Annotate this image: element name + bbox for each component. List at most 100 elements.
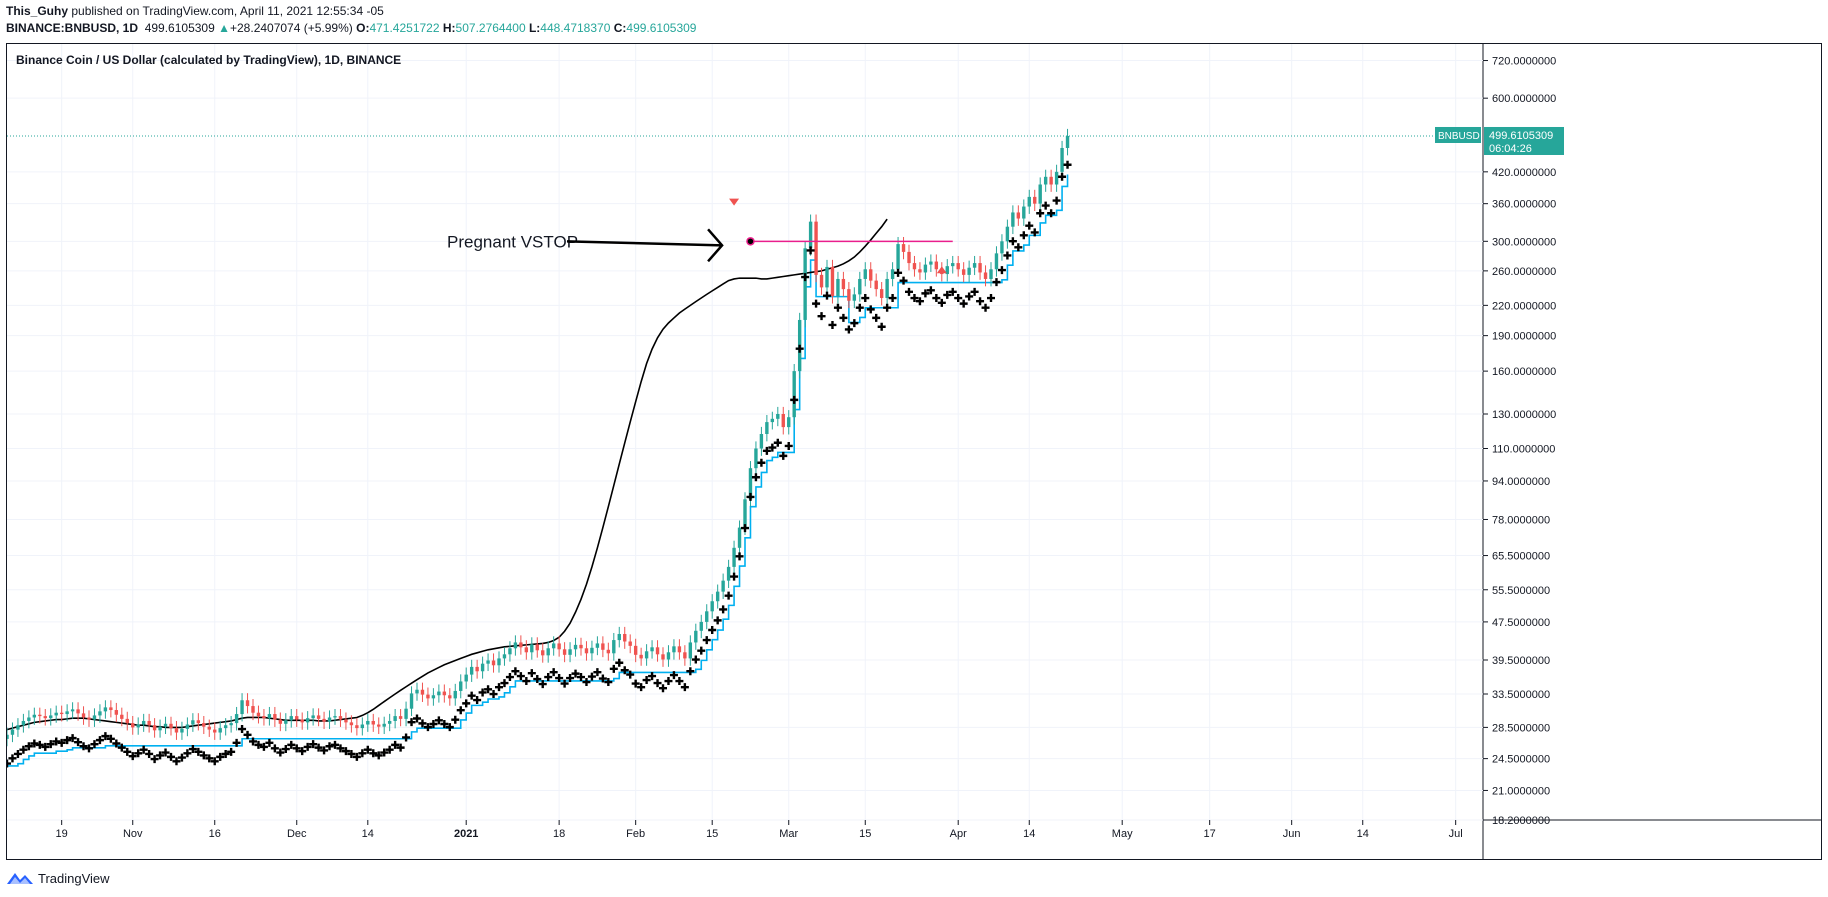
price-chart[interactable]: 720.0000000 600.0000000 420.0000000 360.000… [7, 44, 1821, 859]
stop-marker-cross [112, 739, 121, 748]
candle-body [174, 728, 179, 733]
publish-info: This_Guhy published on TradingView.com, … [6, 4, 384, 18]
stop-marker-cross [1058, 172, 1067, 181]
stop-marker-cross [495, 683, 503, 692]
stop-marker-cross [637, 683, 646, 692]
stop-marker-cross [407, 718, 416, 727]
candle-body [951, 263, 955, 267]
y-tick-label: 420.0000000 [1492, 167, 1556, 179]
candle-body [923, 264, 928, 273]
y-tick-label: 600.0000000 [1492, 93, 1556, 105]
candle-body [70, 709, 75, 712]
candle-body [765, 422, 769, 434]
candle-body [459, 681, 463, 691]
candle-body [628, 641, 632, 646]
candle-body [475, 666, 479, 672]
open-label: O: [356, 21, 370, 35]
x-tick-label: 19 [56, 828, 68, 840]
stop-marker-cross [861, 294, 870, 303]
candle-body [562, 649, 567, 655]
stop-marker-cross [145, 749, 154, 758]
stop-marker-cross [533, 675, 542, 684]
candle-body [377, 724, 381, 727]
stop-marker-cross [910, 294, 919, 303]
candle-body [147, 720, 151, 726]
candle-body [841, 278, 846, 290]
candle-body [568, 649, 572, 655]
candle-body [109, 707, 113, 711]
stop-marker-cross [784, 441, 793, 450]
candle-body [808, 221, 813, 249]
candle-body [344, 719, 348, 723]
stop-marker-cross [735, 552, 744, 561]
stop-marker-cross [598, 674, 607, 683]
candle-body [398, 716, 403, 719]
stop-marker-cross [79, 742, 88, 751]
stop-marker-cross [484, 685, 493, 694]
y-tick-label: 360.0000000 [1492, 199, 1556, 211]
stop-marker-cross [669, 671, 678, 680]
candle-body [114, 710, 119, 715]
stop-marker-cross [309, 740, 318, 749]
candle-body [311, 715, 315, 719]
stop-marker-cross [303, 742, 312, 751]
candle-body [748, 468, 753, 500]
x-tick-label: 14 [362, 828, 374, 840]
stop-marker-cross [13, 749, 22, 758]
candle-body [546, 648, 550, 656]
high-label: H: [442, 21, 456, 35]
stop-marker-cross [167, 752, 175, 761]
price-badge-countdown: 06:04:26 [1489, 143, 1532, 155]
candle-body [819, 274, 824, 288]
candle-body [305, 718, 310, 723]
stop-marker-cross [719, 605, 728, 614]
stop-marker-cross [828, 320, 837, 329]
candle-body [541, 650, 545, 656]
stop-marker-cross [74, 738, 83, 747]
stop-marker-cross [150, 755, 159, 764]
candle-body [213, 729, 217, 733]
stop-marker-cross [101, 732, 110, 741]
stop-marker-cross [894, 268, 903, 277]
stop-marker-cross [544, 673, 553, 682]
candle-body [759, 433, 764, 449]
stop-marker-cross [833, 303, 842, 312]
stop-marker-cross [511, 667, 520, 676]
x-tick-label: Jun [1283, 828, 1301, 840]
stop-marker-cross [806, 246, 815, 255]
author-name[interactable]: This_Guhy [6, 4, 69, 18]
stop-marker-cross [434, 716, 443, 725]
candle-body [191, 720, 195, 725]
candle-body [295, 716, 299, 720]
y-tick-label: 720.0000000 [1492, 56, 1556, 68]
stop-marker-cross [522, 677, 531, 686]
candle-body [180, 728, 184, 733]
candle-body [666, 652, 671, 660]
stop-marker-cross [391, 740, 400, 749]
stop-marker-cross [823, 291, 831, 300]
tradingview-logo-icon [7, 873, 33, 884]
stop-marker-cross [156, 751, 165, 760]
stop-marker-cross [680, 683, 689, 692]
candle-body [530, 644, 534, 653]
series-title: Binance Coin / US Dollar (calculated by … [16, 53, 402, 67]
stop-marker-cross [872, 313, 881, 322]
footer-brand[interactable]: TradingView [6, 870, 110, 886]
stop-marker-cross [604, 678, 613, 687]
chart-frame[interactable]: 720.0000000 600.0000000 420.0000000 360.000… [6, 43, 1822, 860]
candle-body [202, 723, 206, 727]
candle-body [141, 720, 146, 725]
candle-body [43, 716, 47, 719]
candle-body [251, 706, 255, 713]
candle-body [486, 660, 490, 664]
stop-marker-cross [593, 668, 602, 677]
candle-body [961, 269, 966, 275]
stop-marker-cross [259, 742, 268, 751]
candle-body [327, 717, 332, 722]
candle-body [934, 261, 939, 270]
stop-marker-cross [210, 757, 219, 766]
stop-marker-cross [1014, 243, 1023, 252]
candle-body [1016, 212, 1021, 219]
stop-marker-cross [63, 736, 72, 745]
stop-marker-cross [620, 666, 629, 675]
